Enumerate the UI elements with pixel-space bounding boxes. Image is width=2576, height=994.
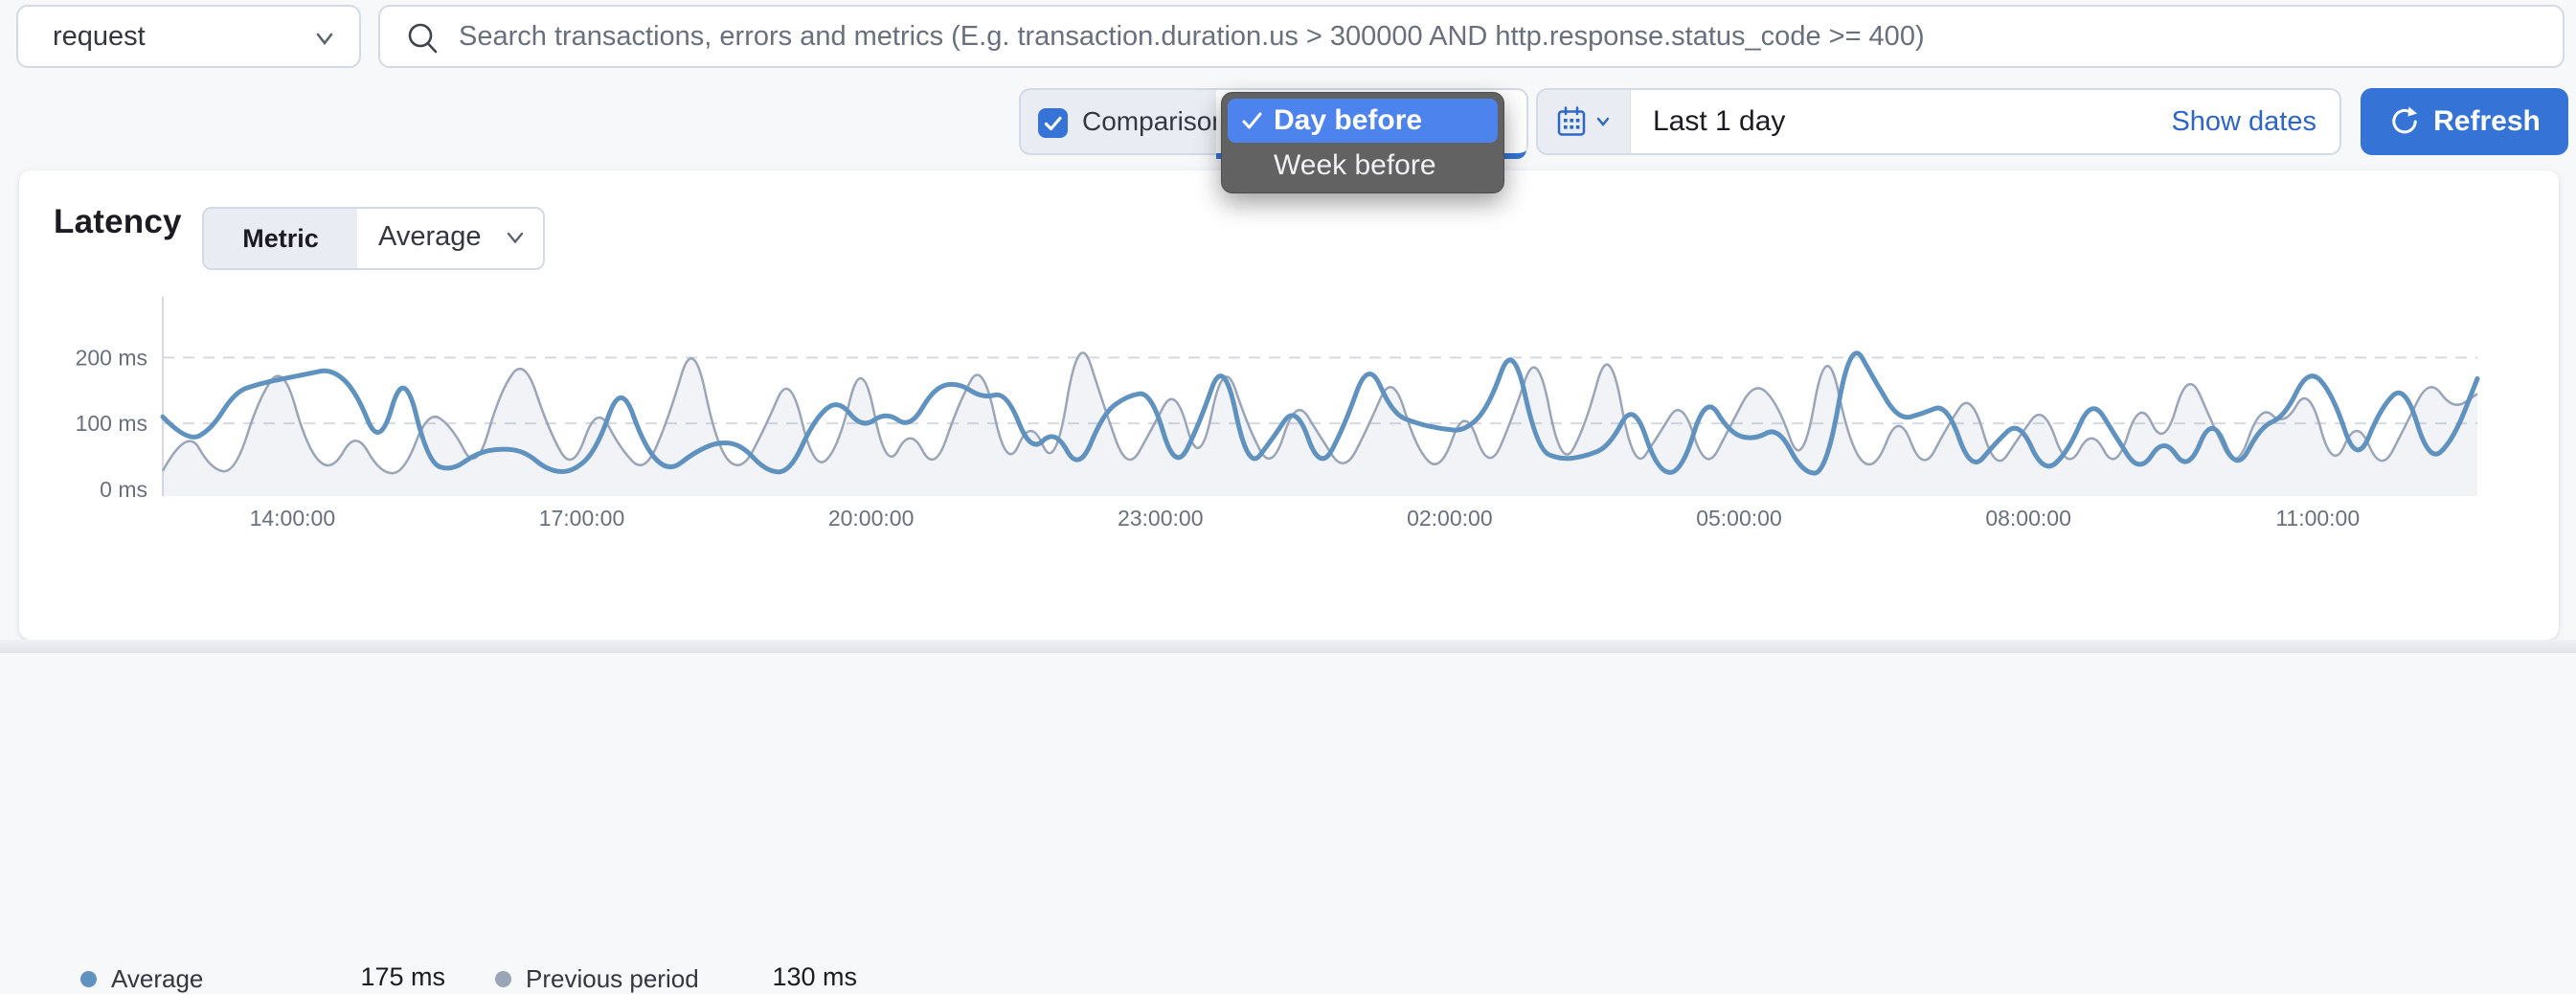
legend-label: Previous period [526, 964, 699, 993]
chevron-down-icon [311, 25, 338, 56]
svg-text:23:00:00: 23:00:00 [1118, 506, 1204, 531]
metric-select-label: Metric [204, 209, 357, 268]
chevron-down-icon [1596, 117, 1610, 126]
transaction-type-select[interactable]: request [16, 5, 361, 68]
metric-select-value: Average [378, 220, 482, 252]
time-range-picker: Last 1 day Show dates [1536, 88, 2341, 155]
refresh-icon [2392, 106, 2418, 134]
legend-item-average[interactable]: Average 175 ms [19, 563, 469, 993]
time-range-value[interactable]: Last 1 day [1653, 105, 1786, 137]
svg-text:11:00:00: 11:00:00 [2275, 506, 2360, 531]
svg-text:05:00:00: 05:00:00 [1696, 506, 1782, 531]
metric-select[interactable]: Metric Average [202, 207, 545, 270]
chevron-down-icon [503, 225, 528, 255]
latency-chart[interactable]: 0 ms 100 ms 200 ms 14:00:00 17:00:00 20:00:00… [38, 282, 2528, 551]
selected-check-icon [1240, 109, 1264, 138]
dropdown-option-label: Week before [1274, 149, 1436, 181]
legend-item-previous-period[interactable]: Previous period 130 ms [469, 563, 891, 993]
legend-value: 130 ms [772, 962, 857, 991]
comparison-checkbox[interactable] [1038, 108, 1068, 138]
latency-panel: Latency Metric Average 0 ms 100 ms 200 ms 1… [19, 170, 2559, 993]
transaction-type-value: request [53, 20, 146, 52]
refresh-label: Refresh [2433, 105, 2541, 137]
dropdown-option-label: Day before [1274, 104, 1423, 136]
panel-title: Latency [54, 203, 182, 240]
svg-text:200 ms: 200 ms [76, 345, 147, 370]
svg-text:100 ms: 100 ms [76, 411, 147, 436]
svg-text:17:00:00: 17:00:00 [539, 506, 625, 531]
legend-dot-previous-period [495, 971, 511, 987]
latency-chart-svg[interactable]: 0 ms 100 ms 200 ms 14:00:00 17:00:00 20:00:00… [38, 282, 2528, 551]
search-icon [405, 21, 441, 62]
svg-text:20:00:00: 20:00:00 [828, 506, 915, 531]
show-dates-link[interactable]: Show dates [2171, 105, 2316, 137]
dropdown-option-week-before[interactable]: Week before [1228, 145, 1498, 189]
calendar-icon [1557, 106, 1586, 136]
next-panel-edge [0, 640, 2576, 653]
dropdown-option-day-before[interactable]: Day before [1228, 99, 1498, 143]
legend-dot-average [80, 971, 97, 987]
comparison-dropdown-menu: Day before Week before [1221, 92, 1504, 193]
search-input[interactable] [380, 7, 2563, 66]
checkmark-icon [1044, 116, 1062, 130]
legend-value: 175 ms [360, 962, 445, 991]
calendar-menu-button[interactable] [1538, 90, 1631, 153]
svg-text:02:00:00: 02:00:00 [1407, 506, 1493, 531]
svg-text:14:00:00: 14:00:00 [250, 506, 336, 531]
comparison-label[interactable]: Comparison [1082, 106, 1227, 136]
legend-label: Average [111, 964, 204, 993]
svg-text:08:00:00: 08:00:00 [1985, 506, 2071, 531]
svg-text:0 ms: 0 ms [100, 477, 147, 502]
refresh-button[interactable]: Refresh [2361, 88, 2568, 155]
search-bar[interactable] [378, 5, 2565, 68]
